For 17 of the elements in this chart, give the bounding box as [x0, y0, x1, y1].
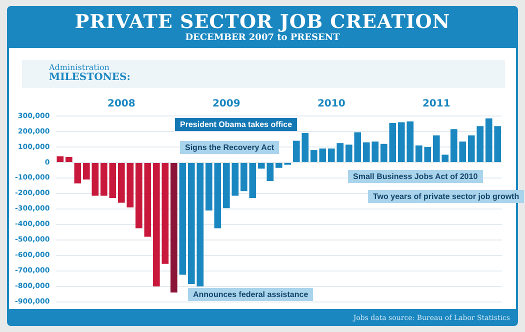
- annotation: Small Business Jobs Act of 2010: [348, 170, 483, 183]
- chart-title: PRIVATE SECTOR JOB CREATION: [74, 10, 452, 33]
- x-tick-label: 2008: [107, 98, 136, 110]
- x-tick-label: 2009: [212, 98, 240, 110]
- text: Administration MILESTONES:: [49, 63, 130, 83]
- annotation: President Obama takes office: [175, 118, 298, 131]
- bar: [56, 156, 64, 162]
- bar: [74, 162, 82, 184]
- annotation: Two years of private sector job growth: [368, 190, 524, 203]
- chart-subtitle: DECEMBER 2007 to PRESENT: [184, 33, 341, 43]
- x-tick-label: 2011: [422, 98, 450, 110]
- bar: [66, 157, 72, 162]
- bar: [170, 162, 178, 293]
- annotation: Announces federal assistance: [188, 288, 314, 301]
- bar: [179, 162, 186, 275]
- annotation: Signs the Recovery Act: [180, 141, 280, 154]
- x-tick-label: 2010: [317, 98, 346, 110]
